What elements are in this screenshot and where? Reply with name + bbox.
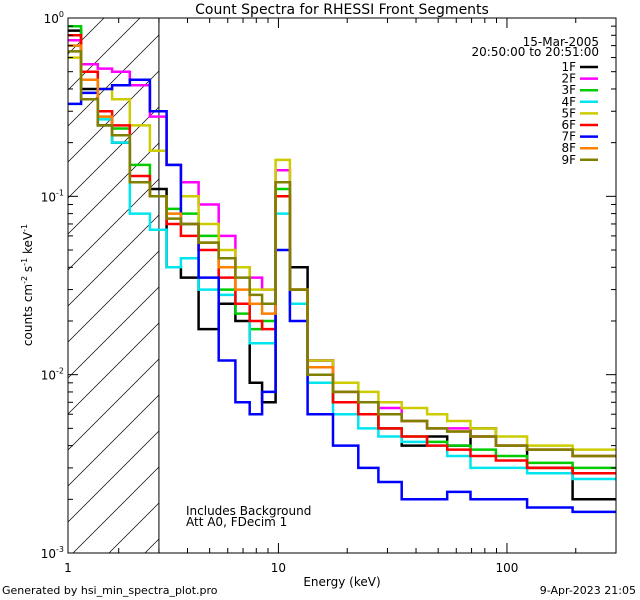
legend-label-8F: 8F (561, 141, 576, 155)
hatch-line (68, 250, 160, 343)
y-tick-label: 10-2 (41, 367, 64, 383)
x-tick-label: 1 (64, 561, 72, 575)
hatch-line (108, 502, 160, 553)
hatch-line (72, 466, 160, 553)
hatch-line (68, 142, 160, 235)
hatch-line (68, 322, 160, 415)
series-9F-line (68, 50, 616, 458)
hatch-line (68, 18, 105, 55)
y-tick-label: 10-3 (41, 545, 64, 561)
hatch-line (68, 106, 160, 199)
legend-label-1F: 1F (561, 60, 576, 74)
hatch-line (68, 214, 160, 307)
legend-label-9F: 9F (561, 153, 576, 167)
timestamp-label: 9-Apr-2023 21:05 (540, 584, 636, 597)
hatch-line (68, 394, 160, 487)
hatch-line (68, 286, 160, 379)
hatch-line (68, 178, 160, 271)
date-label: 15-Mar-2005 (523, 35, 599, 49)
x-axis: 1 10 100 (64, 18, 617, 575)
attenuator-note: Att A0, FDecim 1 (186, 515, 287, 529)
y-tick-label: 10-1 (41, 188, 64, 204)
legend-label-4F: 4F (561, 95, 576, 109)
legend-label-5F: 5F (561, 106, 576, 120)
legend-label-2F: 2F (561, 72, 576, 86)
series-7F-line (68, 78, 616, 514)
hatch-line (144, 538, 160, 553)
hatched-region (68, 18, 160, 553)
y-axis: 100 10-1 10-2 10-3 (41, 10, 616, 561)
x-tick-label: 100 (496, 561, 519, 575)
time-range-label: 20:50:00 to 20:51:00 (472, 45, 599, 59)
x-axis-label: Energy (keV) (303, 575, 380, 589)
hatch-line (68, 430, 160, 523)
hatch-line (68, 358, 160, 451)
y-axis-label: counts cm-2 s-1 keV-1 (20, 224, 35, 346)
background-note: Includes Background (186, 504, 311, 518)
plot-frame (67, 17, 617, 554)
legend-label-3F: 3F (561, 83, 576, 97)
series-group (68, 24, 616, 514)
legend-label-7F: 7F (561, 130, 576, 144)
chart-title: Count Spectra for RHESSI Front Segments (195, 2, 489, 18)
y-tick-label: 100 (44, 10, 64, 26)
generated-by-label: Generated by hsi_min_spectra_plot.pro (2, 584, 218, 597)
hatch-line (68, 34, 160, 127)
x-tick-label: 10 (271, 561, 286, 575)
series-5F-line (68, 56, 616, 451)
legend-label-6F: 6F (561, 118, 576, 132)
